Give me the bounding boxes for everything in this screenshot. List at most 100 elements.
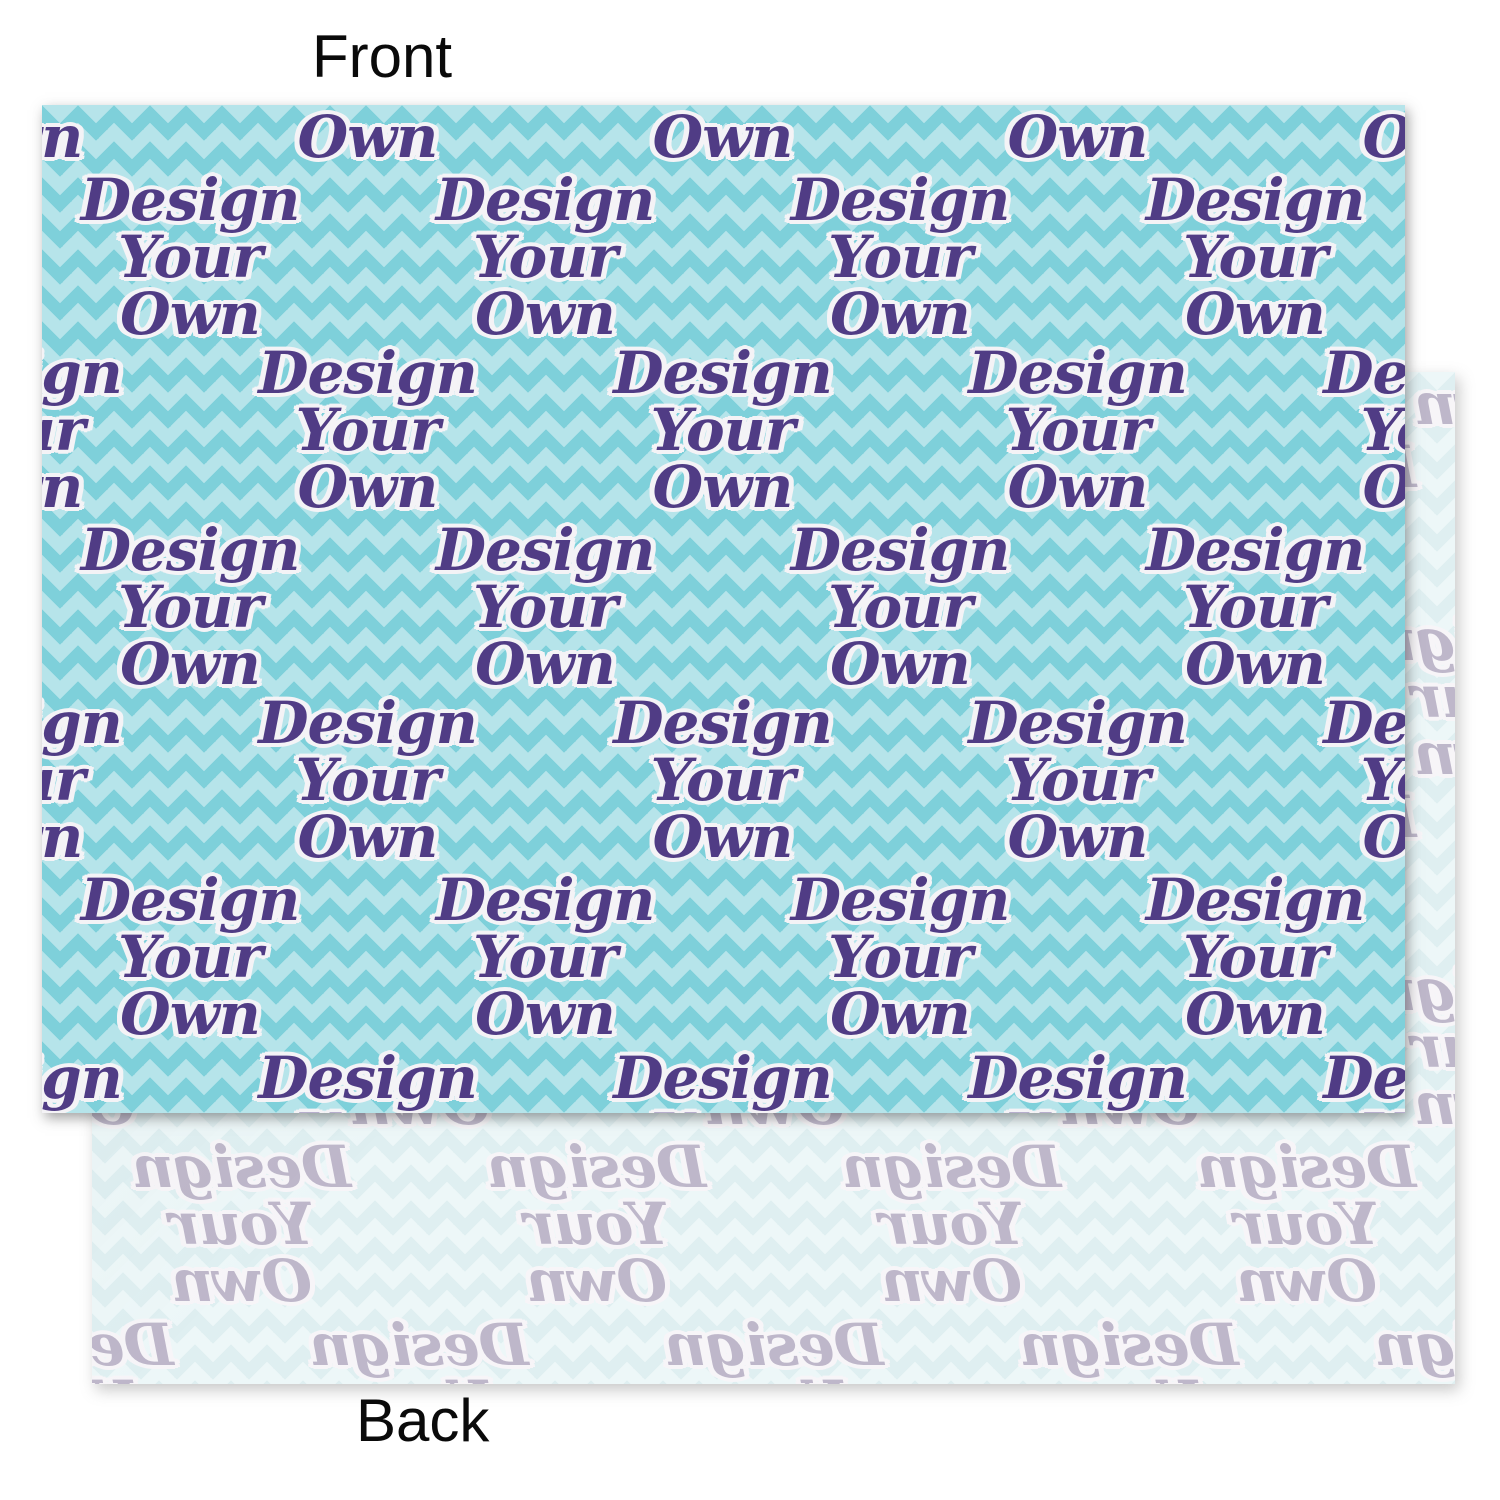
pattern-word: Own — [652, 803, 794, 871]
pattern-word: Design — [1323, 689, 1405, 757]
pattern-word: Own — [172, 1247, 312, 1315]
pattern-word: Own — [882, 1247, 1022, 1315]
pattern-word: Design — [132, 1133, 352, 1201]
pattern-word: Your — [1183, 923, 1328, 991]
pattern-word: Own — [1323, 458, 1405, 516]
pattern-word: Design — [665, 1311, 884, 1379]
pattern-word: Own — [830, 280, 971, 348]
pattern-word: Own — [120, 980, 261, 1048]
pattern-word: Design — [42, 689, 123, 757]
pattern-word: Own — [1237, 1247, 1377, 1315]
pattern-word: Design — [1197, 1133, 1417, 1201]
pattern-word: Your — [613, 1106, 832, 1113]
pattern-word: Own — [475, 630, 616, 698]
pattern-word: Design — [435, 516, 656, 584]
pattern-word: Your — [258, 105, 477, 109]
pattern-word: Your — [828, 223, 973, 291]
pattern-word: Design — [42, 1044, 123, 1112]
pattern-word: Your — [42, 396, 85, 464]
pattern-word: Own — [830, 980, 971, 1048]
pattern-word: Your — [968, 1106, 1187, 1113]
pattern-word: Design — [968, 689, 1188, 757]
pattern-word: Your — [1323, 105, 1405, 109]
pattern-word: Your — [118, 223, 263, 291]
pattern-word: Your — [525, 1190, 669, 1258]
pattern-word: Own — [652, 453, 794, 521]
pattern-word: Your — [613, 105, 832, 109]
pattern-word: Own — [42, 803, 83, 871]
pattern-word: Own — [1185, 980, 1326, 1048]
pattern-word: Your — [1005, 746, 1151, 814]
pattern-word: Design — [1145, 166, 1366, 234]
pattern-word: Your — [1360, 396, 1405, 464]
pattern-word: Design — [842, 1133, 1062, 1201]
front-label: Front — [312, 23, 453, 90]
pattern-word: Own — [652, 105, 794, 171]
pattern-word: Design — [80, 166, 301, 234]
pattern-word: Your — [118, 573, 263, 641]
pattern-word: Your — [1323, 1106, 1405, 1113]
pattern-word: Your — [170, 1190, 314, 1258]
front-sheet: DesignYourOwnDesignYourOwnDesignYourOwnD… — [42, 105, 1405, 1113]
pattern-word: Design — [92, 1311, 174, 1379]
pattern-word: Your — [968, 105, 1187, 109]
front-pattern: DesignYourOwnDesignYourOwnDesignYourOwnD… — [42, 105, 1405, 1113]
pattern-word: Design — [258, 689, 478, 757]
pattern-word: Own — [475, 980, 616, 1048]
pattern-word: Design — [790, 516, 1011, 584]
pattern-word: Your — [828, 923, 973, 991]
pattern-word: Design — [1375, 1311, 1455, 1379]
pattern-word: Design — [1323, 339, 1405, 407]
pattern-word: Design — [613, 689, 833, 757]
pattern-word: Your — [828, 573, 973, 641]
pattern-word: Design — [613, 339, 833, 407]
pattern-word: Your — [1360, 746, 1405, 814]
pattern-word: Your — [473, 223, 618, 291]
pattern-word: Own — [297, 453, 439, 521]
pattern-word: Your — [42, 1106, 122, 1113]
pattern-word: Design — [80, 866, 301, 934]
pattern-word: Own — [120, 280, 261, 348]
pattern-word: Own — [1185, 280, 1326, 348]
pattern-word: Own — [1323, 108, 1405, 166]
pattern-word: Your — [1005, 396, 1151, 464]
pattern-word: Own — [1185, 630, 1326, 698]
pattern-word: Design — [487, 1133, 707, 1201]
pattern-word: Your — [650, 746, 796, 814]
pattern-word: Your — [42, 105, 122, 109]
pattern-word: Your — [1183, 223, 1328, 291]
pattern-word: Design — [1145, 516, 1366, 584]
pattern-word: Your — [473, 923, 618, 991]
pattern-word: Your — [118, 923, 263, 991]
pattern-word: Design — [42, 339, 123, 407]
pattern-word: Own — [42, 453, 83, 521]
pattern-word: Design — [258, 1044, 478, 1112]
pattern-word: Your — [42, 746, 85, 814]
